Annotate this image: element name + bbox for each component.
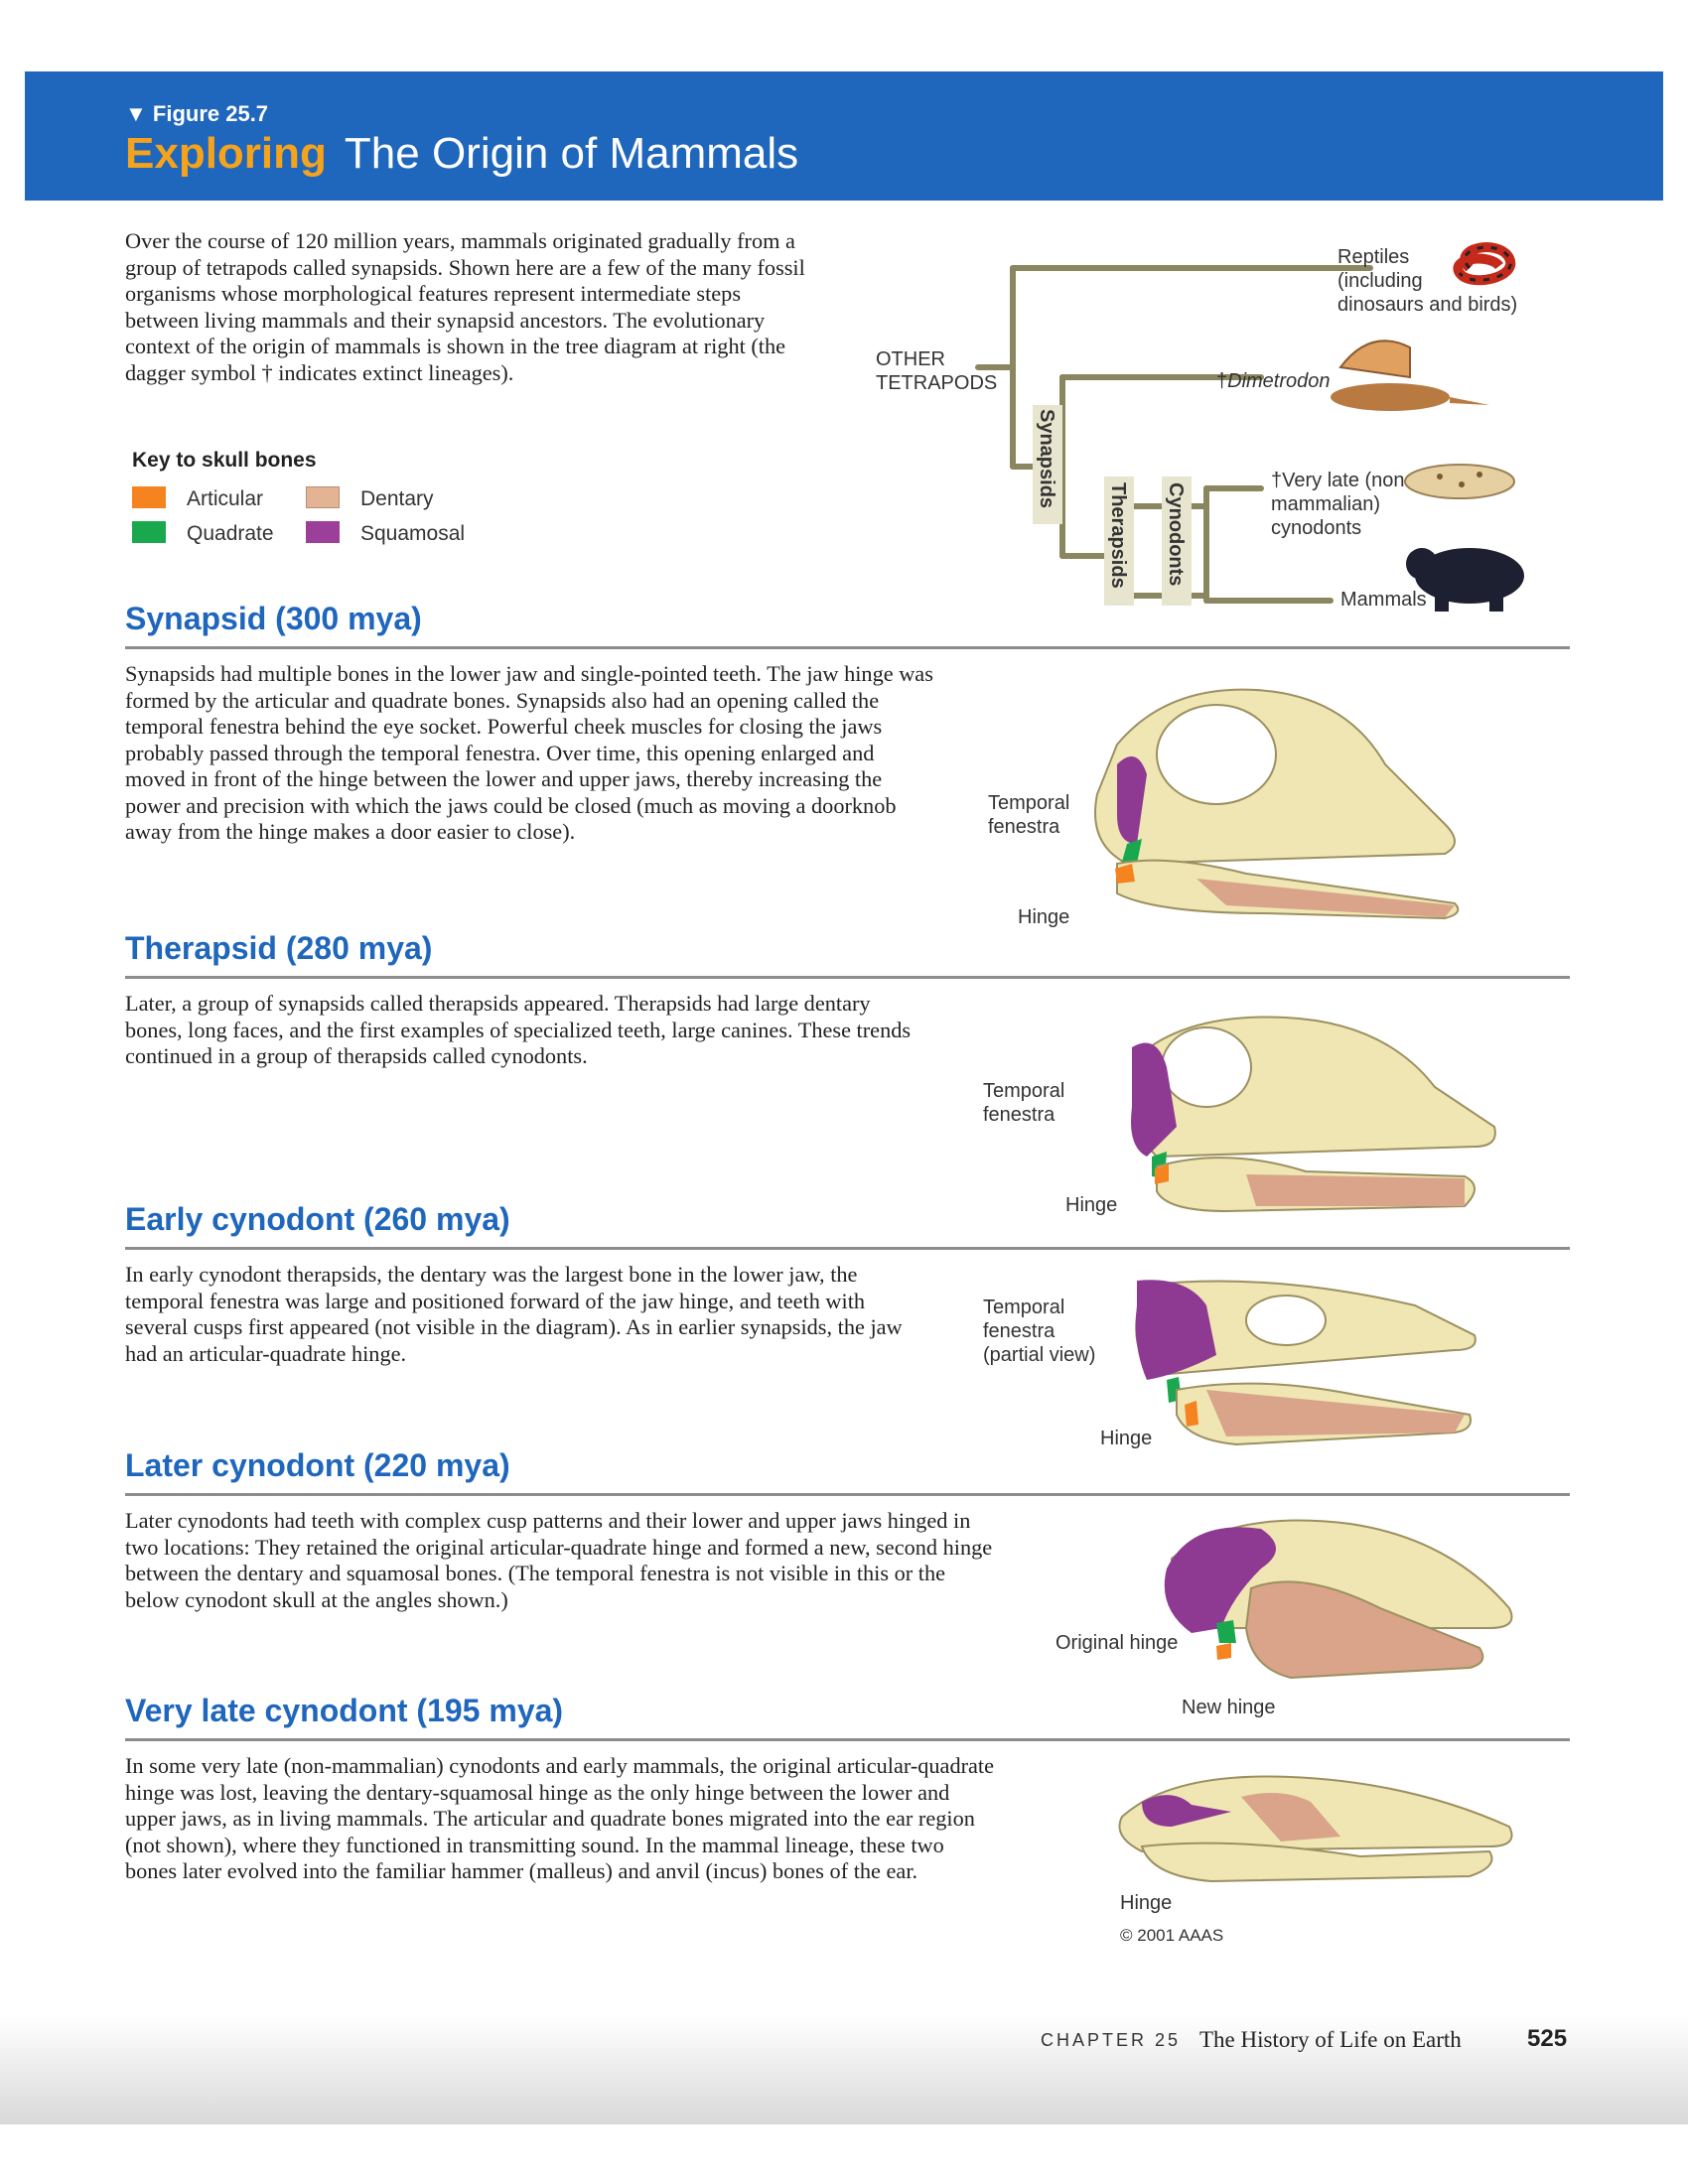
key-label-articular: Articular [187,487,264,510]
tip-mammals: Mammals [1340,589,1427,611]
clade-box-therapsids [1104,477,1134,606]
section-text-early-cynodont: In early cynodont therapsids, the dentar… [125,1262,903,1366]
section-title-early-cynodont: Early cynodont (260 mya) [125,1201,510,1237]
clade-label-cynodonts: Cynodonts [1165,482,1187,586]
tree-root-label: OTHER TETRAPODS [876,348,997,394]
label-temporal-fenestra-3: Temporal fenestra (partial view) [983,1297,1096,1366]
figure-title-rest: The Origin of Mammals [344,129,799,178]
tip-reptiles: Reptiles (including dinosaurs and birds) [1337,246,1517,316]
key-swatch-quadrate [132,521,166,543]
tip-cynodonts-line2: mammalian) [1271,493,1380,515]
section-title-synapsid: Synapsid (300 mya) [125,601,422,636]
key-swatch-squamosal [306,521,340,543]
key-label-dentary: Dentary [360,487,434,510]
label-new-hinge: New hinge [1182,1697,1276,1718]
copyright-credit: © 2001 AAAS [1120,1926,1224,1945]
section-rule-later-cynodont [125,1493,1570,1496]
section-title-later-cynodont: Later cynodont (220 mya) [125,1447,510,1483]
section-text-synapsid: Synapsids had multiple bones in the lowe… [125,661,933,844]
clade-box-cynodonts [1162,477,1192,606]
tip-dimetrodon-name: Dimetrodon [1227,370,1330,392]
skull-synapsid [1094,688,1460,920]
label-temporal-fenestra-2: Temporal fenestra [983,1080,1065,1126]
figure-banner [25,71,1663,201]
page-footer [0,2015,1688,2124]
label-temporal-fenestra-1: Temporal fenestra [988,792,1070,838]
figure-label: ▼ Figure 25.7 [125,101,269,126]
section-rule-synapsid [125,646,1570,649]
key-title: Key to skull bones [132,449,317,472]
chapter-title: The History of Life on Earth [1199,2027,1462,2052]
key-label-squamosal: Squamosal [360,522,466,545]
tip-reptiles-line2: (including [1337,270,1423,292]
key-swatch-articular [132,486,166,508]
snake-illustration [1453,242,1516,286]
page-number: 525 [1527,2025,1568,2052]
dimetrodon-illustration [1331,340,1489,411]
dagger-dimetrodon: † [1216,370,1227,392]
clade-label-synapsids: Synapsids [1036,409,1057,508]
clade-label-therapsids: Therapsids [1107,482,1129,589]
phylogenetic-tree: OTHER TETRAPODS Synapsids Therapsids Cyn… [876,242,1524,612]
section-title-very-late-cynodont: Very late cynodont (195 mya) [125,1693,564,1728]
figure-title-highlight: Exploring [125,129,327,178]
section-rule-very-late-cynodont [125,1738,1570,1741]
key-swatch-dentary [306,486,340,508]
tip-reptiles-line1: Reptiles [1337,246,1409,268]
skull-later-cynodont [1164,1519,1513,1680]
intro-paragraph: Over the course of 120 million years, ma… [125,228,805,385]
tip-cynodonts-line3: cynodonts [1271,517,1361,539]
figure-title: Exploring The Origin of Mammals [125,129,798,179]
label-hinge-2: Hinge [1065,1194,1118,1216]
label-hinge-3: Hinge [1100,1428,1153,1449]
tree-root-line2: TETRAPODS [876,372,997,394]
cynodont-illustration [1404,464,1515,499]
label-original-hinge: Original hinge [1055,1632,1179,1654]
skull-early-cynodont [1135,1280,1477,1446]
skull-very-late-cynodont [1118,1775,1513,1883]
section-rule-early-cynodont [125,1247,1570,1250]
section-rule-therapsid [125,976,1570,979]
section-text-very-late-cynodont: In some very late (non-mammalian) cynodo… [125,1753,995,1883]
tip-reptiles-line3: dinosaurs and birds) [1337,294,1517,316]
clade-box-synapsids [1033,405,1062,524]
key-label-quadrate: Quadrate [187,522,274,545]
tree-root-line1: OTHER [876,348,945,370]
label-hinge-5: Hinge [1120,1892,1173,1914]
tip-dimetrodon: †Dimetrodon [1216,370,1331,392]
tip-very-late-cynodonts: †Very late (non- mammalian) cynodonts [1271,470,1417,539]
label-hinge-1: Hinge [1018,906,1070,928]
section-title-therapsid: Therapsid (280 mya) [125,930,433,966]
chapter-label: CHAPTER 25 [1041,2030,1182,2050]
tip-cynodonts-line1: Very late (non- [1282,470,1411,491]
skull-therapsid [1131,1016,1496,1213]
bear-illustration [1406,548,1524,612]
dagger-cynodonts: † [1271,470,1282,491]
section-text-later-cynodont: Later cynodonts had teeth with complex c… [125,1508,993,1612]
section-text-therapsid: Later, a group of synapsids called thera… [125,991,912,1068]
